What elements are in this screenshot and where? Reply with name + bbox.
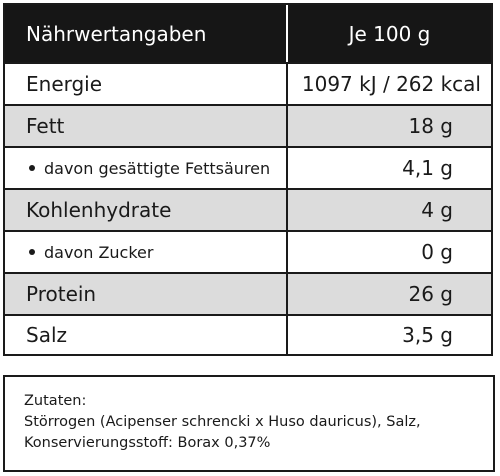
table-row-carbohydrates: Kohlenhydrate 4 g (5, 188, 491, 230)
row-value: 3,5 g (402, 323, 453, 347)
ingredients-box: Zutaten: Störrogen (Acipenser schrencki … (3, 375, 495, 472)
row-label: Salz (5, 316, 288, 354)
nutrition-table: Nährwertangaben Je 100 g Energie 1097 kJ… (3, 3, 493, 356)
row-label: Kohlenhydrate (5, 190, 288, 230)
table-row-fat: Fett 18 g (5, 104, 491, 146)
row-label: Energie (5, 64, 288, 104)
row-value: 4,1 g (402, 156, 453, 180)
row-label: Protein (5, 274, 288, 314)
row-value: 26 g (408, 282, 453, 306)
row-value: 4 g (421, 198, 453, 222)
row-value: 0 g (421, 240, 453, 264)
header-label: Nährwertangaben (5, 5, 288, 62)
row-label: Fett (5, 106, 288, 146)
table-row-protein: Protein 26 g (5, 272, 491, 314)
header-value: Je 100 g (348, 21, 431, 46)
row-label-sub: davon gesättigte Fettsäuren (5, 148, 288, 188)
row-value: 18 g (408, 114, 453, 138)
row-value: 1097 kJ / 262 kcal (301, 72, 481, 96)
table-row-sugar: davon Zucker 0 g (5, 230, 491, 272)
table-row-salt: Salz 3,5 g (5, 314, 491, 354)
ingredients-title: Zutaten: (24, 393, 87, 409)
bullet-icon (29, 165, 35, 171)
sub-label-text: davon Zucker (44, 242, 154, 262)
ingredients-line-1: Störrogen (Acipenser schrencki x Huso da… (24, 414, 421, 430)
ingredients-line-2: Konservierungsstoff: Borax 0,37% (24, 435, 271, 451)
table-header-row: Nährwertangaben Je 100 g (5, 5, 491, 62)
table-row-saturated-fat: davon gesättigte Fettsäuren 4,1 g (5, 146, 491, 188)
bullet-icon (29, 249, 35, 255)
table-row-energy: Energie 1097 kJ / 262 kcal (5, 62, 491, 104)
sub-label-text: davon gesättigte Fettsäuren (44, 158, 271, 178)
row-label-sub: davon Zucker (5, 232, 288, 272)
